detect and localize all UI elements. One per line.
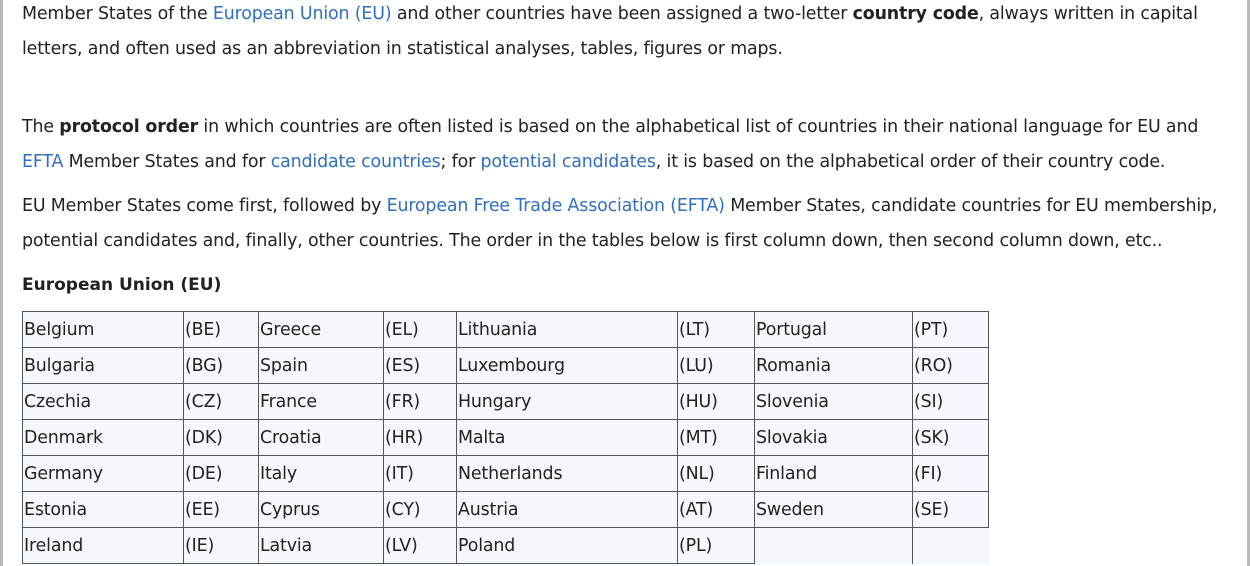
country-name-cell: Portugal <box>754 311 913 348</box>
country-name-cell: Sweden <box>754 491 913 528</box>
table-row: Estonia (EE) Cyprus (CY) Austria (AT) Sweden (S… <box>22 491 989 528</box>
text-segment: The <box>22 117 60 137</box>
country-code-cell: (ES) <box>383 347 457 384</box>
country-name-cell: Hungary <box>456 383 678 420</box>
country-name-cell: Spain <box>258 347 384 384</box>
country-code-cell: (HR) <box>383 419 457 456</box>
country-code-cell: (RO) <box>912 347 989 384</box>
text-segment: , always written in capital letters, and… <box>22 4 1198 59</box>
intro-paragraph: Member States of the European Union (EU)… <box>22 0 1227 67</box>
page-frame-right <box>1247 0 1250 566</box>
country-name-cell: Croatia <box>258 419 384 456</box>
country-name-cell: France <box>258 383 384 420</box>
country-code-cell: (LU) <box>677 347 755 384</box>
country-code-cell: (IE) <box>183 527 259 564</box>
eu-table-body: Belgium (BE) Greece (EL) Lithuania (LT) Portug… <box>22 311 989 564</box>
country-name-cell: Malta <box>456 419 678 456</box>
country-name-cell: Greece <box>258 311 384 348</box>
eu-country-codes-table: Belgium (BE) Greece (EL) Lithuania (LT) Portug… <box>22 311 989 564</box>
country-name-cell: Finland <box>754 455 913 492</box>
bold-country-code: country code <box>852 4 979 24</box>
country-code-cell: (SK) <box>912 419 989 456</box>
link-potential-candidates[interactable]: potential candidates <box>480 152 656 172</box>
country-code-cell: (FI) <box>912 455 989 492</box>
country-name-cell: Belgium <box>22 311 184 348</box>
country-code-cell: (CY) <box>383 491 457 528</box>
country-code-cell: (FR) <box>383 383 457 420</box>
ordering-paragraph: EU Member States come first, followed by… <box>22 189 1227 259</box>
country-name-cell: Ireland <box>22 527 184 564</box>
country-code-cell: (HU) <box>677 383 755 420</box>
country-code-cell: (AT) <box>677 491 755 528</box>
country-name-cell: Bulgaria <box>22 347 184 384</box>
country-code-cell: (EE) <box>183 491 259 528</box>
country-code-cell: (BE) <box>183 311 259 348</box>
country-code-cell: (MT) <box>677 419 755 456</box>
empty-cell <box>912 527 989 564</box>
country-name-cell: Romania <box>754 347 913 384</box>
table-row: Bulgaria (BG) Spain (ES) Luxembourg (LU) Roman… <box>22 347 989 384</box>
country-name-cell: Austria <box>456 491 678 528</box>
country-code-cell: (PL) <box>677 527 755 564</box>
country-name-cell: Poland <box>456 527 678 564</box>
text-segment: in which countries are often listed is b… <box>198 117 1199 137</box>
country-code-cell: (SE) <box>912 491 989 528</box>
table-row: Belgium (BE) Greece (EL) Lithuania (LT) Portug… <box>22 311 989 348</box>
text-segment: and other countries have been assigned a… <box>391 4 853 24</box>
text-segment: Member States and for <box>63 152 271 172</box>
link-efta-full[interactable]: European Free Trade Association (EFTA) <box>386 196 725 216</box>
country-code-cell: (BG) <box>183 347 259 384</box>
country-name-cell: Cyprus <box>258 491 384 528</box>
country-name-cell: Slovenia <box>754 383 913 420</box>
text-segment: Member States of the <box>22 4 213 24</box>
protocol-order-paragraph: The protocol order in which countries ar… <box>22 110 1227 180</box>
country-name-cell: Italy <box>258 455 384 492</box>
country-name-cell: Latvia <box>258 527 384 564</box>
empty-cell <box>754 527 913 564</box>
table-row: Ireland (IE) Latvia (LV) Poland (PL) <box>22 527 989 564</box>
section-title-eu: European Union (EU) <box>22 275 222 295</box>
link-european-union[interactable]: European Union (EU) <box>212 4 392 24</box>
link-candidate-countries[interactable]: candidate countries <box>270 152 441 172</box>
country-name-cell: Slovakia <box>754 419 913 456</box>
bold-protocol-order: protocol order <box>59 117 199 137</box>
country-code-cell: (EL) <box>383 311 457 348</box>
country-code-cell: (SI) <box>912 383 989 420</box>
table-row: Czechia (CZ) France (FR) Hungary (HU) Slovenia… <box>22 383 989 420</box>
country-code-cell: (PT) <box>912 311 989 348</box>
country-name-cell: Germany <box>22 455 184 492</box>
country-name-cell: Czechia <box>22 383 184 420</box>
text-segment: ; for <box>440 152 481 172</box>
country-code-cell: (DK) <box>183 419 259 456</box>
text-segment: EU Member States come first, followed by <box>22 196 387 216</box>
page-frame-left <box>0 0 3 566</box>
table-row: Denmark (DK) Croatia (HR) Malta (MT) Slovakia(… <box>22 419 989 456</box>
country-code-cell: (CZ) <box>183 383 259 420</box>
country-code-cell: (NL) <box>677 455 755 492</box>
country-name-cell: Netherlands <box>456 455 678 492</box>
country-name-cell: Luxembourg <box>456 347 678 384</box>
text-segment: Member States, candidate countries for E… <box>22 196 1218 251</box>
table-row: Germany (DE) Italy (IT) Netherlands (NL) Finla… <box>22 455 989 492</box>
country-name-cell: Lithuania <box>456 311 678 348</box>
text-segment: , it is based on the alphabetical order … <box>655 152 1166 172</box>
country-code-cell: (LT) <box>677 311 755 348</box>
link-efta[interactable]: EFTA <box>22 152 64 172</box>
country-code-cell: (LV) <box>383 527 457 564</box>
country-name-cell: Denmark <box>22 419 184 456</box>
country-name-cell: Estonia <box>22 491 184 528</box>
country-code-cell: (IT) <box>383 455 457 492</box>
country-code-cell: (DE) <box>183 455 259 492</box>
